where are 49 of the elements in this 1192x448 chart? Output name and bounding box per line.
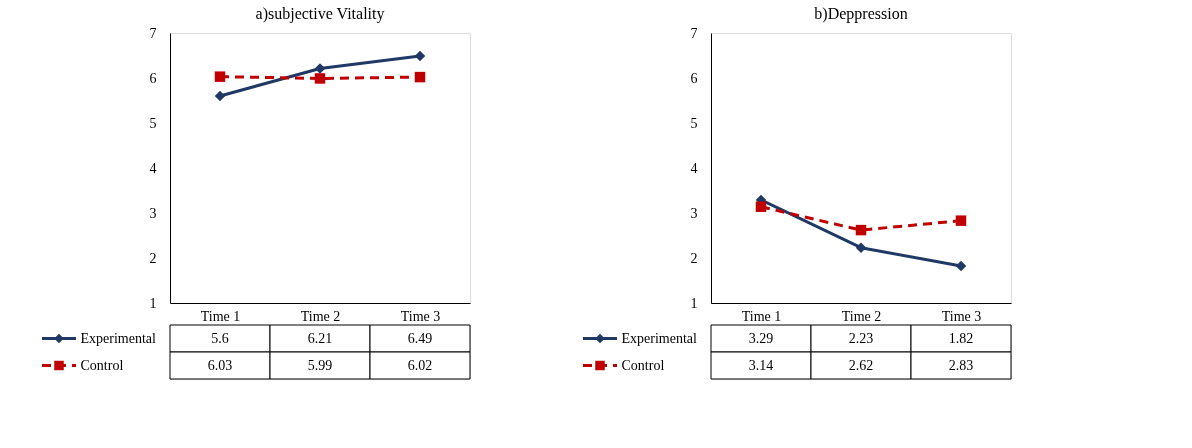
- point: [414, 50, 426, 62]
- point: [955, 260, 967, 272]
- y-tick-label: 3: [690, 205, 698, 221]
- x-tick-label: Time 3: [400, 308, 441, 324]
- x-tick-label: Time 1: [200, 308, 241, 324]
- data-label: 1.82: [948, 330, 974, 346]
- data-label: 5.6: [211, 330, 229, 346]
- y-tick-label: 6: [149, 70, 157, 86]
- data-label: 3.14: [748, 357, 774, 373]
- point: [855, 242, 867, 253]
- point: [755, 201, 767, 212]
- x-tick-label: Time 1: [741, 308, 782, 324]
- chart-title: a)subjective Vitality: [255, 5, 385, 23]
- data-label: 6.03: [207, 357, 233, 373]
- y-tick-label: 4: [149, 160, 157, 176]
- legend-label: Experimental: [621, 330, 698, 346]
- y-tick-label: 4: [690, 160, 698, 176]
- y-tick-label: 5: [690, 115, 698, 131]
- data-label: 2.23: [848, 330, 874, 346]
- y-tick-label: 1: [149, 295, 157, 311]
- y-tick-label: 7: [149, 25, 157, 41]
- point: [314, 63, 326, 74]
- data-label: 2.83: [948, 357, 974, 373]
- x-tick-label: Time 2: [300, 308, 341, 324]
- legend-label: Experimental: [80, 330, 157, 346]
- y-tick-label: 6: [690, 70, 698, 86]
- y-tick-label: 3: [149, 205, 157, 221]
- point: [314, 73, 326, 84]
- point: [214, 71, 226, 82]
- y-tick-label: 1: [690, 295, 698, 311]
- x-tick-label: Time 3: [941, 308, 982, 324]
- data-label: 6.21: [307, 330, 333, 346]
- y-tick-label: 2: [690, 250, 698, 266]
- data-label: 2.62: [848, 357, 874, 373]
- y-tick-label: 2: [149, 250, 157, 266]
- point: [214, 90, 226, 102]
- legend-label: Control: [80, 357, 124, 373]
- point: [955, 215, 967, 226]
- point: [414, 71, 426, 83]
- data-label: 5.99: [307, 357, 333, 373]
- legend-label: Control: [621, 357, 665, 373]
- data-label: 6.02: [407, 357, 433, 373]
- chart-title: b)Deppression: [814, 5, 908, 23]
- data-label: 3.29: [748, 330, 774, 346]
- data-label: 6.49: [407, 330, 433, 346]
- y-tick-label: 5: [149, 115, 157, 131]
- x-tick-label: Time 2: [841, 308, 882, 324]
- y-tick-label: 7: [690, 25, 698, 41]
- point: [855, 224, 867, 236]
